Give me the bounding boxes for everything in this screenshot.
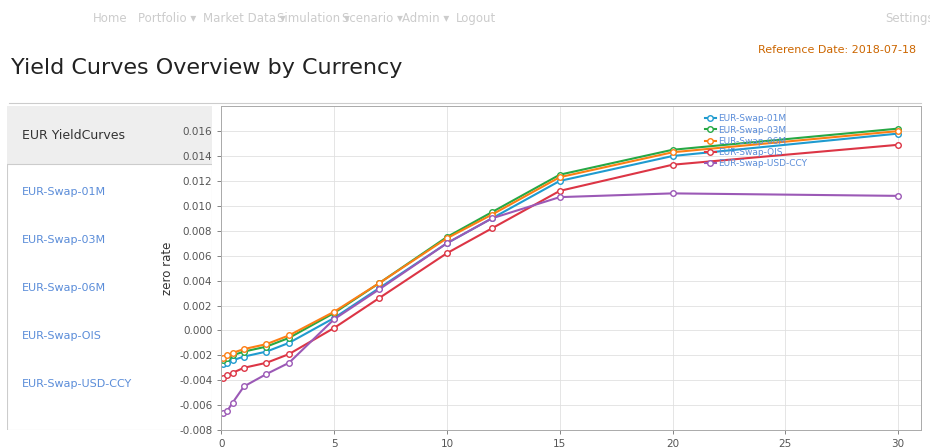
EUR-Swap-03M <box>227 353 238 358</box>
EUR-Swap-06M <box>284 333 295 338</box>
EUR-Swap-OIS <box>442 250 453 256</box>
Text: EUR YieldCurves: EUR YieldCurves <box>21 129 125 142</box>
EUR-Swap-USD-CCY <box>893 193 904 198</box>
Text: Admin ▾: Admin ▾ <box>402 12 449 25</box>
EUR-Swap-06M <box>554 175 565 180</box>
EUR-Swap-USD-CCY <box>238 384 249 389</box>
EUR-Swap-03M <box>284 335 295 340</box>
FancyBboxPatch shape <box>7 106 212 164</box>
Text: Scenario ▾: Scenario ▾ <box>342 12 403 25</box>
Text: Quantiko: Quantiko <box>35 11 106 26</box>
EUR-Swap-03M <box>554 172 565 177</box>
EUR-Swap-OIS <box>893 142 904 147</box>
EUR-Swap-USD-CCY <box>284 360 295 366</box>
EUR-Swap-03M <box>667 147 678 152</box>
Y-axis label: zero rate: zero rate <box>161 241 174 295</box>
Text: EUR-Swap-01M: EUR-Swap-01M <box>21 187 106 197</box>
EUR-Swap-OIS <box>261 360 272 366</box>
EUR-Swap-03M <box>218 358 229 363</box>
EUR-Swap-06M <box>374 280 385 286</box>
EUR-Swap-01M <box>284 340 295 345</box>
EUR-Swap-03M <box>442 234 453 240</box>
Line: EUR-Swap-USD-CCY: EUR-Swap-USD-CCY <box>220 190 901 415</box>
EUR-Swap-USD-CCY <box>227 400 238 405</box>
Text: Logout: Logout <box>456 12 496 25</box>
EUR-Swap-01M <box>218 362 229 367</box>
EUR-Swap-03M <box>221 355 232 361</box>
EUR-Swap-USD-CCY <box>442 241 453 246</box>
Text: Simulation ▾: Simulation ▾ <box>277 12 350 25</box>
Text: Reference Date: 2018-07-18: Reference Date: 2018-07-18 <box>758 45 916 55</box>
EUR-Swap-USD-CCY <box>218 410 229 415</box>
EUR-Swap-06M <box>261 341 272 347</box>
EUR-Swap-01M <box>238 354 249 359</box>
Text: Yield Curves Overview by Currency: Yield Curves Overview by Currency <box>11 58 403 78</box>
EUR-Swap-OIS <box>218 375 229 380</box>
EUR-Swap-01M <box>328 315 339 321</box>
EUR-Swap-01M <box>486 215 498 221</box>
Text: Market Data ▾: Market Data ▾ <box>203 12 286 25</box>
EUR-Swap-06M <box>227 350 238 356</box>
EUR-Swap-OIS <box>227 370 238 375</box>
Text: EUR-Swap-USD-CCY: EUR-Swap-USD-CCY <box>21 379 132 388</box>
EUR-Swap-06M <box>442 236 453 241</box>
EUR-Swap-03M <box>486 209 498 215</box>
EUR-Swap-01M <box>374 285 385 291</box>
EUR-Swap-OIS <box>238 365 249 370</box>
EUR-Swap-03M <box>238 349 249 354</box>
EUR-Swap-OIS <box>284 351 295 357</box>
Text: EUR-Swap-OIS: EUR-Swap-OIS <box>21 331 101 340</box>
EUR-Swap-OIS <box>328 325 339 331</box>
EUR-Swap-USD-CCY <box>667 191 678 196</box>
EUR-Swap-01M <box>261 349 272 354</box>
EUR-Swap-03M <box>374 280 385 286</box>
EUR-Swap-USD-CCY <box>486 215 498 221</box>
EUR-Swap-06M <box>328 309 339 314</box>
EUR-Swap-USD-CCY <box>261 371 272 377</box>
EUR-Swap-OIS <box>486 226 498 231</box>
EUR-Swap-03M <box>328 310 339 316</box>
EUR-Swap-01M <box>221 360 232 366</box>
EUR-Swap-06M <box>486 212 498 217</box>
EUR-Swap-USD-CCY <box>554 194 565 200</box>
EUR-Swap-06M <box>221 353 232 358</box>
EUR-Swap-USD-CCY <box>374 287 385 292</box>
EUR-Swap-06M <box>238 346 249 352</box>
Line: EUR-Swap-OIS: EUR-Swap-OIS <box>220 142 901 380</box>
Line: EUR-Swap-01M: EUR-Swap-01M <box>220 131 901 367</box>
EUR-Swap-OIS <box>554 188 565 194</box>
EUR-Swap-USD-CCY <box>328 317 339 322</box>
EUR-Swap-06M <box>218 355 229 361</box>
EUR-Swap-06M <box>667 150 678 155</box>
EUR-Swap-01M <box>442 241 453 246</box>
Text: EUR-Swap-03M: EUR-Swap-03M <box>21 235 106 245</box>
Text: Portfolio ▾: Portfolio ▾ <box>138 12 196 25</box>
EUR-Swap-01M <box>554 178 565 184</box>
EUR-Swap-01M <box>893 131 904 136</box>
EUR-Swap-USD-CCY <box>221 409 232 414</box>
FancyBboxPatch shape <box>7 106 212 430</box>
EUR-Swap-01M <box>227 358 238 363</box>
EUR-Swap-OIS <box>374 295 385 301</box>
Legend: EUR-Swap-01M, EUR-Swap-03M, EUR-Swap-06M, EUR-Swap-OIS, EUR-Swap-USD-CCY: EUR-Swap-01M, EUR-Swap-03M, EUR-Swap-06M… <box>701 111 811 172</box>
Line: EUR-Swap-03M: EUR-Swap-03M <box>220 126 901 363</box>
EUR-Swap-03M <box>261 344 272 349</box>
EUR-Swap-01M <box>667 153 678 159</box>
Text: EUR-Swap-06M: EUR-Swap-06M <box>21 283 106 293</box>
EUR-Swap-OIS <box>221 373 232 378</box>
EUR-Swap-OIS <box>667 162 678 168</box>
EUR-Swap-03M <box>893 126 904 131</box>
EUR-Swap-06M <box>893 129 904 134</box>
Line: EUR-Swap-06M: EUR-Swap-06M <box>220 128 901 361</box>
Text: Settings▾: Settings▾ <box>885 12 930 25</box>
Text: Home: Home <box>93 12 127 25</box>
